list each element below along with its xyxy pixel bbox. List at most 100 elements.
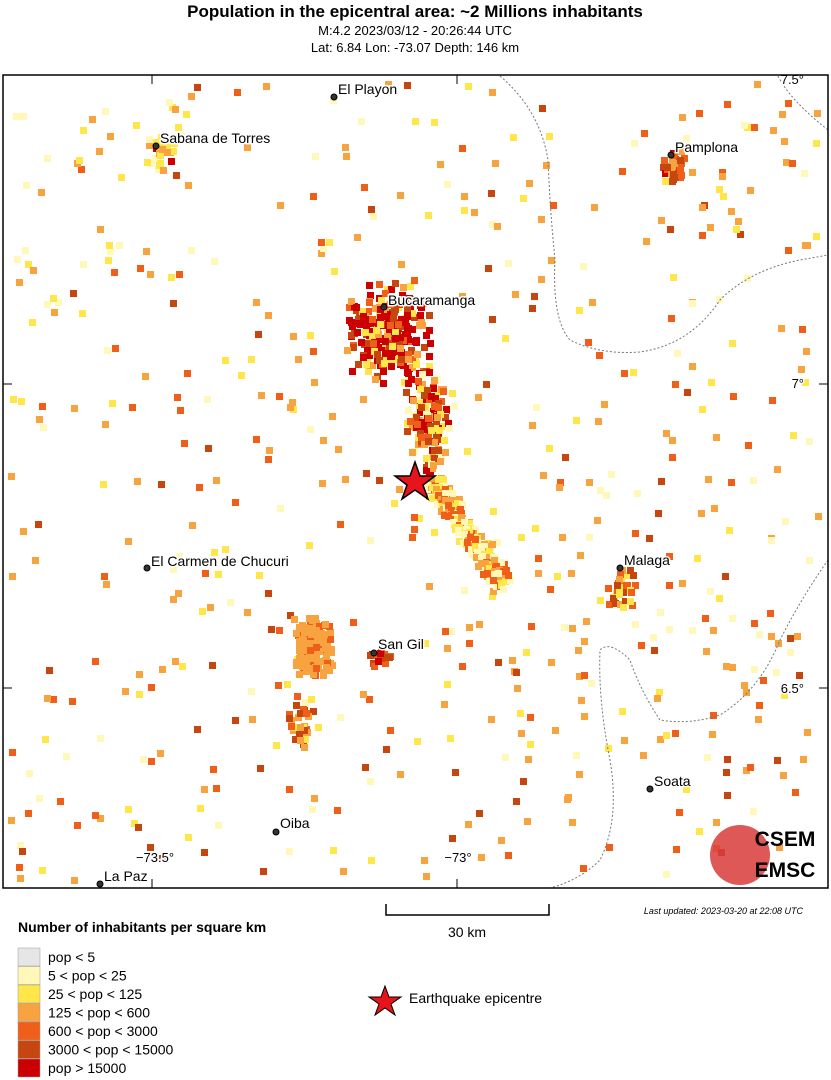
pop-cell: [489, 593, 496, 600]
pop-cell: [376, 477, 383, 484]
pop-cell: [273, 742, 280, 749]
pop-cell: [632, 530, 639, 537]
pop-cell: [417, 396, 424, 403]
pop-cell: [374, 351, 381, 358]
pop-cell: [569, 625, 576, 632]
pop-cell: [448, 507, 455, 514]
pop-cell: [476, 621, 483, 628]
logo-globe: [710, 825, 770, 885]
pop-cell: [265, 590, 272, 597]
pop-cell: [202, 570, 209, 577]
pop-cell: [296, 655, 303, 662]
pop-cell: [300, 706, 307, 713]
pop-cell: [707, 224, 714, 231]
pop-cell: [277, 202, 284, 209]
city-label: Sabana de Torres: [160, 130, 270, 146]
pop-cell: [466, 640, 473, 647]
pop-cell: [442, 449, 449, 456]
pop-cell: [376, 336, 383, 343]
pop-cell: [708, 379, 715, 386]
pop-cell: [630, 572, 637, 579]
pop-cell: [434, 389, 441, 396]
city-label: El Playon: [338, 81, 397, 97]
pop-cell: [399, 292, 406, 299]
pop-cell: [166, 99, 173, 106]
pop-cell: [417, 312, 424, 319]
pop-cell: [329, 413, 336, 420]
pop-cell: [679, 580, 686, 587]
pop-cell: [371, 663, 378, 670]
pop-cell: [321, 631, 328, 638]
pop-cell: [157, 152, 164, 159]
pop-cell: [316, 648, 323, 655]
pop-cell: [806, 438, 813, 445]
pop-cell: [427, 340, 434, 347]
pop-cell: [538, 276, 545, 283]
pop-cell: [409, 310, 416, 317]
pop-cell: [578, 697, 585, 704]
borders: [499, 75, 829, 889]
pop-cell: [256, 572, 263, 579]
pop-cell: [787, 649, 794, 656]
pop-cell: [363, 361, 370, 368]
pop-cell: [781, 138, 788, 145]
pop-cell: [442, 628, 449, 635]
pop-cell: [382, 290, 389, 297]
pop-cell: [232, 717, 239, 724]
pop-cell: [616, 591, 623, 598]
pop-cell: [792, 789, 799, 796]
pop-cell: [657, 609, 664, 616]
pop-cell: [669, 163, 676, 170]
pop-cell: [286, 786, 293, 793]
pop-cell: [102, 108, 109, 115]
pop-cell: [576, 771, 583, 778]
pop-cell: [743, 767, 750, 774]
pop-cell: [30, 267, 37, 274]
pop-cell: [589, 299, 596, 306]
pop-cell: [673, 846, 680, 853]
pop-cell: [641, 130, 648, 137]
pop-cell: [416, 322, 423, 329]
pop-cell: [387, 311, 394, 318]
pop-cell: [434, 501, 441, 508]
pop-cell: [398, 261, 405, 268]
pop-cell: [677, 157, 684, 164]
pop-cell: [576, 307, 583, 314]
pop-cell: [780, 772, 787, 779]
pop-cell: [8, 817, 15, 824]
pop-cell: [729, 615, 736, 622]
pop-cell: [402, 319, 409, 326]
city-marker: [667, 151, 675, 159]
pop-cell: [207, 604, 214, 611]
pop-cell: [662, 178, 669, 185]
pop-cell: [640, 752, 647, 759]
pop-cell: [297, 737, 304, 744]
pop-cell: [136, 691, 143, 698]
pop-cell: [410, 397, 417, 404]
pop-cell: [360, 396, 367, 403]
pop-cell: [627, 567, 634, 574]
pop-cell: [416, 515, 423, 522]
pop-cell: [346, 304, 353, 311]
pop-cell: [561, 624, 568, 631]
pop-cell: [513, 798, 520, 805]
pop-cell: [466, 520, 473, 527]
pop-cell: [318, 239, 325, 246]
pop-cell: [244, 609, 251, 616]
pop-cell: [432, 425, 439, 432]
pop-cell: [676, 809, 683, 816]
pop-cell: [183, 111, 190, 118]
pop-cell: [370, 213, 377, 220]
pop-cell: [109, 400, 116, 407]
pop-cell: [778, 325, 785, 332]
pop-cell: [342, 144, 349, 151]
pop-cell: [8, 473, 15, 480]
pop-cell: [174, 394, 181, 401]
pop-cell: [573, 752, 580, 759]
pop-cell: [425, 415, 432, 422]
pop-cell: [596, 352, 603, 359]
pop-cell: [798, 366, 805, 373]
pop-cell: [362, 329, 369, 336]
pop-cell: [670, 171, 677, 178]
pop-cell: [215, 571, 222, 578]
